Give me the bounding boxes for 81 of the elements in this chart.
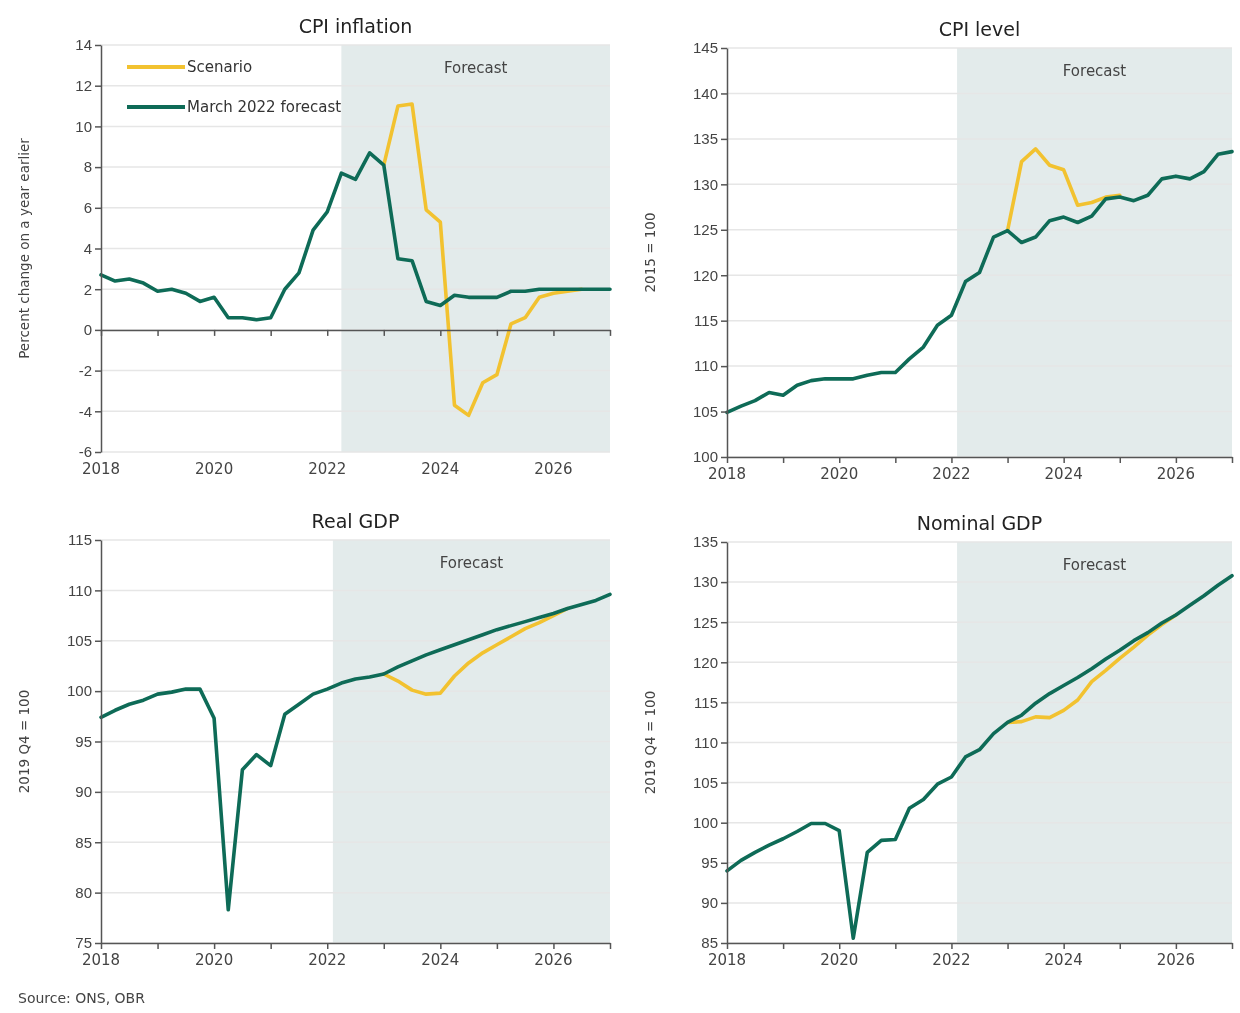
x-tick-label: 2020 [820,465,859,483]
x-tick-label: 2022 [932,951,971,969]
y-tick-label: 75 [75,934,92,952]
y-tick-label: 105 [692,773,718,791]
y-axis-title: Percent change on a year earlier [16,137,32,359]
x-tick-label: 2026 [1156,465,1195,483]
y-tick-label: 125 [692,221,718,239]
y-tick-label: 8 [83,158,92,176]
y-tick-label: -6 [78,443,92,461]
y-tick-label: 85 [75,833,92,851]
source-note: Source: ONS, OBR [18,990,146,1006]
y-tick-label: 90 [701,894,718,912]
band-label: Forecast [1062,556,1127,574]
y-tick-label: 6 [83,199,92,217]
y-tick-label: 12 [75,77,92,94]
y-axis-title: 2015 = 100 [642,212,658,293]
x-tick-label: 2018 [81,460,121,478]
chart-title: Real GDP [311,510,400,532]
line-series [725,573,1234,940]
line-series [99,151,612,322]
y-tick-label: 140 [692,84,718,102]
y-tick-label: 110 [68,581,92,599]
y-tick-label: 4 [83,239,92,257]
x-tick-label: 2024 [421,951,460,969]
y-tick-label: 105 [692,402,718,420]
y-tick-label: 120 [692,653,718,671]
y-tick-label: 100 [66,682,92,700]
x-tick-label: 2026 [534,460,573,478]
line-series [99,592,612,912]
x-tick-label: 2020 [820,951,859,969]
y-tick-label: 110 [694,733,718,751]
y-tick-label: 110 [694,357,718,375]
x-tick-label: 2020 [195,460,234,478]
x-tick-label: 2024 [1044,951,1083,969]
y-tick-label: -4 [78,402,92,420]
y-tick-label: 135 [692,130,718,148]
y-tick-label: 85 [701,934,718,952]
y-tick-label: 90 [75,783,92,801]
y-tick-label: 95 [701,854,718,872]
y-tick-label: 145 [692,39,718,57]
y-tick-label: 105 [66,632,92,650]
x-tick-label: 2024 [1044,465,1083,483]
y-tick-label: 95 [75,732,92,750]
y-tick-label: 14 [75,36,92,54]
y-tick-label: 130 [692,175,718,193]
band-label: Forecast [1062,62,1127,80]
x-tick-label: 2026 [534,951,573,969]
y-tick-label: 115 [68,531,92,549]
x-tick-label: 2018 [707,951,747,969]
chart-title: Nominal GDP [916,512,1043,534]
line-series [1005,147,1122,233]
legend-label: March 2022 forecast [187,98,342,116]
chart-title: CPI inflation [298,15,413,37]
y-tick-label: 80 [75,883,92,901]
y-tick-label: 130 [692,573,718,591]
band-label: Forecast [443,59,508,77]
y-tick-label: 125 [692,613,718,631]
x-tick-label: 2020 [195,951,234,969]
y-tick-label: -2 [78,361,92,379]
y-tick-label: 10 [75,117,92,135]
x-tick-label: 2018 [81,951,121,969]
x-tick-label: 2022 [308,951,347,969]
y-axis-title: 2019 Q4 = 100 [16,689,32,794]
y-tick-label: 115 [694,311,718,329]
line-series [725,149,1234,415]
y-tick-label: 115 [694,693,718,711]
y-tick-label: 120 [692,266,718,284]
y-tick-label: 100 [692,448,718,466]
chart-title: CPI level [938,18,1021,40]
x-tick-label: 2018 [707,465,747,483]
y-tick-label: 0 [83,321,92,339]
band-label: Forecast [439,554,504,572]
x-tick-label: 2026 [1156,951,1195,969]
x-tick-label: 2022 [308,460,347,478]
y-tick-label: 135 [692,533,718,551]
legend-label: Scenario [187,58,253,76]
y-axis-title: 2019 Q4 = 100 [642,690,658,795]
y-tick-label: 2 [83,280,92,298]
y-tick-label: 100 [692,814,718,831]
x-tick-label: 2022 [932,465,971,483]
x-tick-label: 2024 [421,460,460,478]
